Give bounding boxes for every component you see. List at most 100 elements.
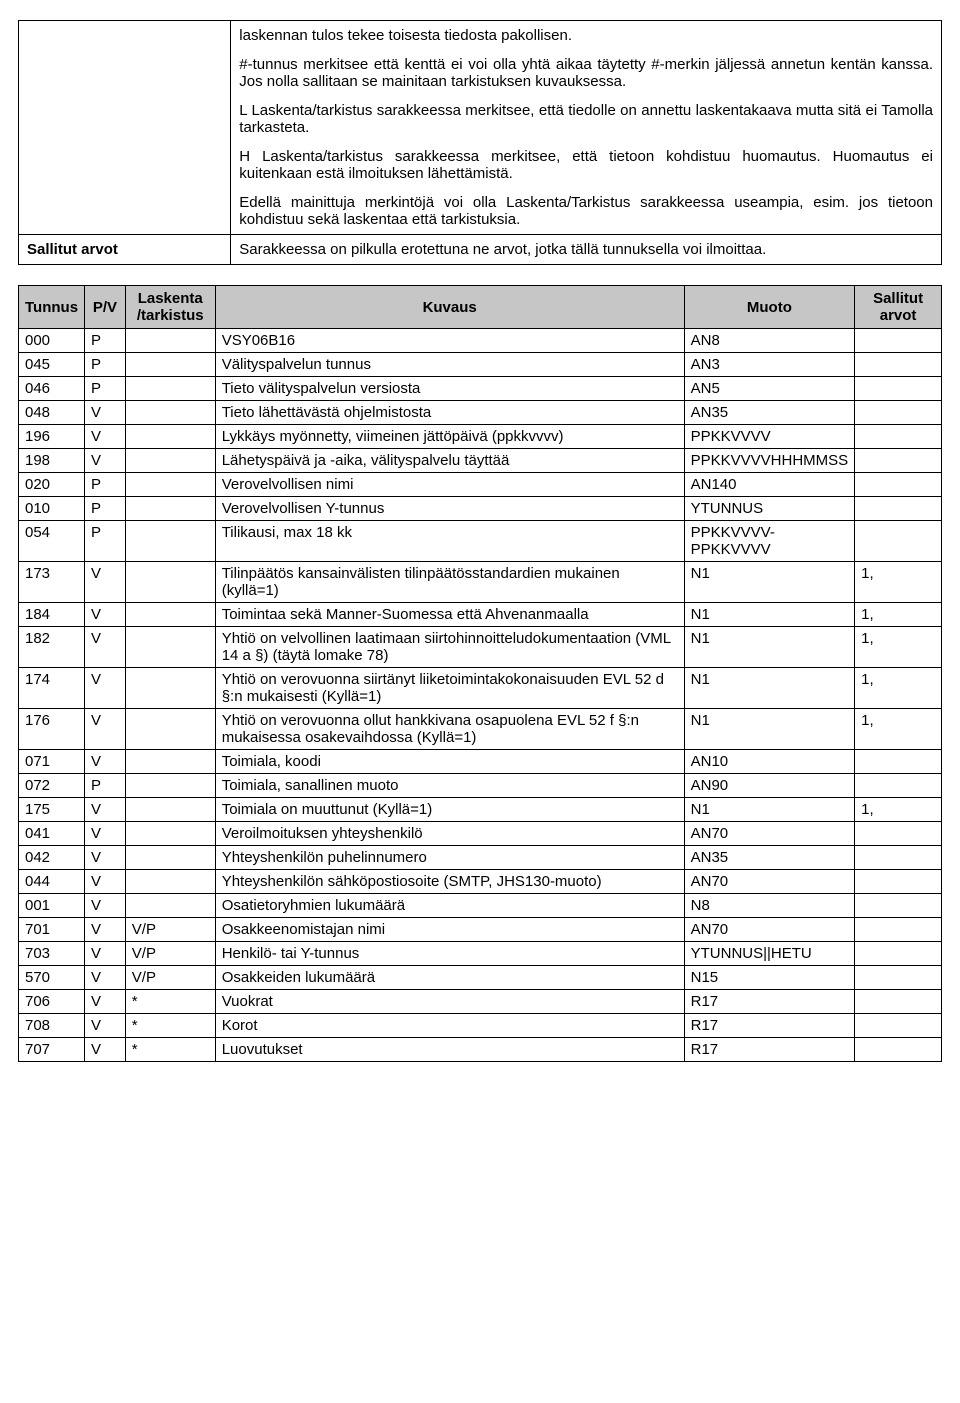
- cell-sallitut: 1,: [855, 562, 942, 603]
- cell-tunnus: 045: [19, 353, 85, 377]
- header-kuvaus: Kuvaus: [215, 286, 684, 329]
- cell-kuvaus: Välityspalvelun tunnus: [215, 353, 684, 377]
- cell-lask: [125, 377, 215, 401]
- table-row: 707V*LuovutuksetR17: [19, 1038, 942, 1062]
- def-para-3: H Laskenta/tarkistus sarakkeessa merkits…: [239, 148, 933, 182]
- cell-tunnus: 046: [19, 377, 85, 401]
- cell-pv: V: [85, 894, 126, 918]
- table-row: 072PToimiala, sanallinen muotoAN90: [19, 774, 942, 798]
- table-row: 706V*VuokratR17: [19, 990, 942, 1014]
- cell-tunnus: 570: [19, 966, 85, 990]
- cell-pv: P: [85, 473, 126, 497]
- cell-kuvaus: Yhtiö on verovuonna siirtänyt liiketoimi…: [215, 668, 684, 709]
- cell-muoto: PPKKVVVV-PPKKVVVV: [684, 521, 855, 562]
- cell-pv: V: [85, 425, 126, 449]
- cell-tunnus: 044: [19, 870, 85, 894]
- cell-kuvaus: VSY06B16: [215, 329, 684, 353]
- cell-lask: *: [125, 1014, 215, 1038]
- cell-tunnus: 706: [19, 990, 85, 1014]
- cell-kuvaus: Yhteyshenkilön sähköpostiosoite (SMTP, J…: [215, 870, 684, 894]
- cell-muoto: PPKKVVVVHHHMMSS: [684, 449, 855, 473]
- cell-tunnus: 001: [19, 894, 85, 918]
- cell-tunnus: 020: [19, 473, 85, 497]
- header-row: Tunnus P/V Laskenta /tarkistus Kuvaus Mu…: [19, 286, 942, 329]
- cell-lask: [125, 521, 215, 562]
- table-row: 184VToimintaa sekä Manner-Suomessa että …: [19, 603, 942, 627]
- cell-lask: [125, 822, 215, 846]
- table-row: 010PVerovelvollisen Y-tunnusYTUNNUS: [19, 497, 942, 521]
- cell-lask: [125, 497, 215, 521]
- cell-muoto: PPKKVVVV: [684, 425, 855, 449]
- cell-muoto: AN10: [684, 750, 855, 774]
- table-row: 041VVeroilmoituksen yhteyshenkilöAN70: [19, 822, 942, 846]
- def-right-sallitut: Sarakkeessa on pilkulla erotettuna ne ar…: [231, 235, 942, 265]
- cell-kuvaus: Toimiala, koodi: [215, 750, 684, 774]
- cell-kuvaus: Yhtiö on velvollinen laatimaan siirtohin…: [215, 627, 684, 668]
- cell-tunnus: 173: [19, 562, 85, 603]
- cell-kuvaus: Tilinpäätös kansainvälisten tilinpäätöss…: [215, 562, 684, 603]
- table-row: 174VYhtiö on verovuonna siirtänyt liiket…: [19, 668, 942, 709]
- cell-tunnus: 041: [19, 822, 85, 846]
- cell-tunnus: 701: [19, 918, 85, 942]
- cell-lask: [125, 750, 215, 774]
- cell-tunnus: 176: [19, 709, 85, 750]
- cell-muoto: AN35: [684, 401, 855, 425]
- cell-tunnus: 072: [19, 774, 85, 798]
- cell-sallitut: [855, 377, 942, 401]
- def-para-4: Edellä mainittuja merkintöjä voi olla La…: [239, 194, 933, 228]
- cell-pv: V: [85, 1038, 126, 1062]
- cell-sallitut: [855, 822, 942, 846]
- cell-pv: V: [85, 798, 126, 822]
- cell-lask: [125, 774, 215, 798]
- cell-lask: [125, 329, 215, 353]
- cell-lask: [125, 473, 215, 497]
- cell-pv: P: [85, 774, 126, 798]
- cell-muoto: AN5: [684, 377, 855, 401]
- cell-lask: [125, 798, 215, 822]
- cell-sallitut: [855, 870, 942, 894]
- cell-lask: [125, 425, 215, 449]
- cell-tunnus: 196: [19, 425, 85, 449]
- cell-lask: *: [125, 990, 215, 1014]
- cell-muoto: AN70: [684, 870, 855, 894]
- def-para-0: laskennan tulos tekee toisesta tiedosta …: [239, 27, 933, 44]
- cell-sallitut: [855, 918, 942, 942]
- table-row: 182VYhtiö on velvollinen laatimaan siirt…: [19, 627, 942, 668]
- cell-pv: V: [85, 846, 126, 870]
- cell-muoto: AN70: [684, 918, 855, 942]
- cell-kuvaus: Tieto lähettävästä ohjelmistosta: [215, 401, 684, 425]
- cell-muoto: N1: [684, 562, 855, 603]
- cell-tunnus: 048: [19, 401, 85, 425]
- cell-muoto: N1: [684, 627, 855, 668]
- cell-muoto: N8: [684, 894, 855, 918]
- table-row: 570VV/POsakkeiden lukumääräN15: [19, 966, 942, 990]
- cell-muoto: AN8: [684, 329, 855, 353]
- cell-kuvaus: Henkilö- tai Y-tunnus: [215, 942, 684, 966]
- cell-kuvaus: Osakkeiden lukumäärä: [215, 966, 684, 990]
- cell-tunnus: 184: [19, 603, 85, 627]
- cell-sallitut: [855, 425, 942, 449]
- cell-sallitut: [855, 774, 942, 798]
- cell-tunnus: 707: [19, 1038, 85, 1062]
- cell-lask: [125, 870, 215, 894]
- def-right-rules: laskennan tulos tekee toisesta tiedosta …: [231, 21, 942, 235]
- cell-muoto: N1: [684, 798, 855, 822]
- def-para-2: L Laskenta/tarkistus sarakkeessa merkits…: [239, 102, 933, 136]
- cell-lask: [125, 627, 215, 668]
- table-row: 196VLykkäys myönnetty, viimeinen jättöpä…: [19, 425, 942, 449]
- cell-kuvaus: Luovutukset: [215, 1038, 684, 1062]
- def-left-sallitut: Sallitut arvot: [19, 235, 231, 265]
- cell-sallitut: [855, 329, 942, 353]
- cell-muoto: AN90: [684, 774, 855, 798]
- cell-sallitut: 1,: [855, 603, 942, 627]
- cell-tunnus: 042: [19, 846, 85, 870]
- cell-muoto: AN35: [684, 846, 855, 870]
- cell-sallitut: 1,: [855, 798, 942, 822]
- cell-muoto: R17: [684, 990, 855, 1014]
- cell-muoto: AN140: [684, 473, 855, 497]
- cell-pv: V: [85, 942, 126, 966]
- cell-pv: V: [85, 709, 126, 750]
- cell-tunnus: 000: [19, 329, 85, 353]
- def-row-rules: laskennan tulos tekee toisesta tiedosta …: [19, 21, 942, 235]
- table-row: 701VV/POsakkeenomistajan nimiAN70: [19, 918, 942, 942]
